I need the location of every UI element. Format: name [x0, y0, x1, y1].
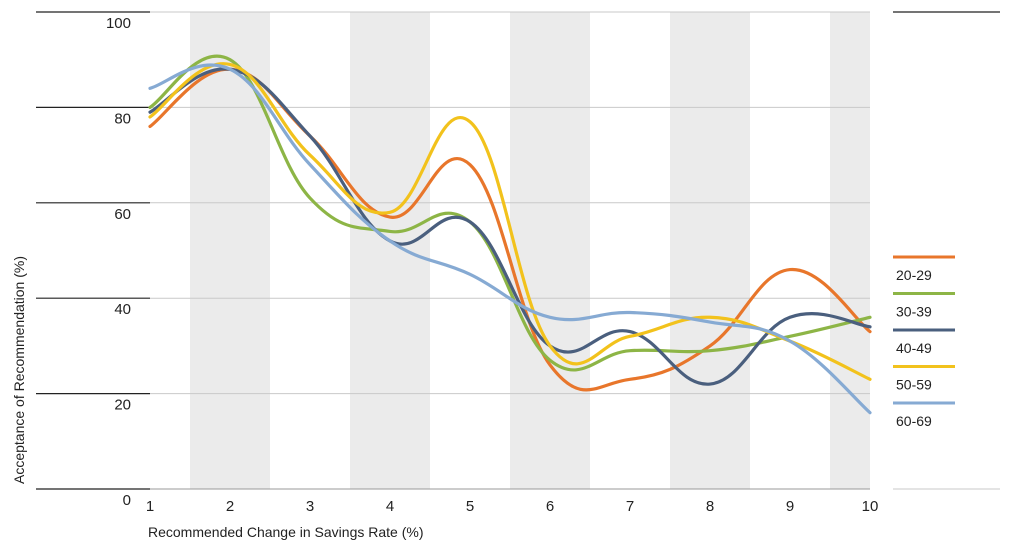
y-tick-label-60: 60 [114, 206, 131, 223]
band-6 [510, 12, 590, 489]
x-tick-label-9: 9 [786, 498, 794, 515]
band-4 [350, 12, 430, 489]
x-axis-title: Recommended Change in Savings Rate (%) [148, 524, 423, 540]
x-tick-label-2: 2 [226, 498, 234, 515]
x-tick-label-4: 4 [386, 498, 394, 515]
background-bands [190, 12, 870, 489]
band-8 [670, 12, 750, 489]
y-tick-label-20: 20 [114, 397, 131, 414]
legend-label-30-39: 30-39 [896, 304, 932, 320]
series-line-40-49 [148, 67, 872, 386]
y-axis-title: Acceptance of Recommendation (%) [11, 256, 27, 484]
x-tick-label-5: 5 [466, 498, 474, 515]
x-axis-ticks: 1 2 3 4 5 6 7 8 9 10 [146, 488, 879, 515]
series-line-60-69 [148, 63, 872, 415]
series-line-50-59 [148, 62, 872, 381]
y-tick-label-100: 100 [106, 15, 131, 32]
legend-label-50-59: 50-59 [896, 377, 932, 393]
legend-label-60-69: 60-69 [896, 413, 932, 429]
x-tick-label-1: 1 [146, 498, 154, 515]
y-tick-label-40: 40 [114, 301, 131, 318]
y-tick-label-80: 80 [114, 110, 131, 127]
x-tick-label-8: 8 [706, 498, 714, 515]
y-axis-ticks: 0 20 40 60 80 100 [36, 11, 150, 509]
x-tick-label-7: 7 [626, 498, 634, 515]
legend: 20-29 30-39 40-49 50-59 60-69 [893, 11, 1000, 490]
x-tick-label-6: 6 [546, 498, 554, 515]
y-tick-label-0: 0 [123, 492, 131, 509]
series-line-30-39 [148, 54, 872, 372]
series-lines [148, 54, 872, 415]
band-10 [830, 12, 870, 489]
x-tick-label-3: 3 [306, 498, 314, 515]
legend-label-40-49: 40-49 [896, 340, 932, 356]
x-tick-label-10: 10 [862, 498, 879, 515]
legend-label-20-29: 20-29 [896, 267, 932, 283]
